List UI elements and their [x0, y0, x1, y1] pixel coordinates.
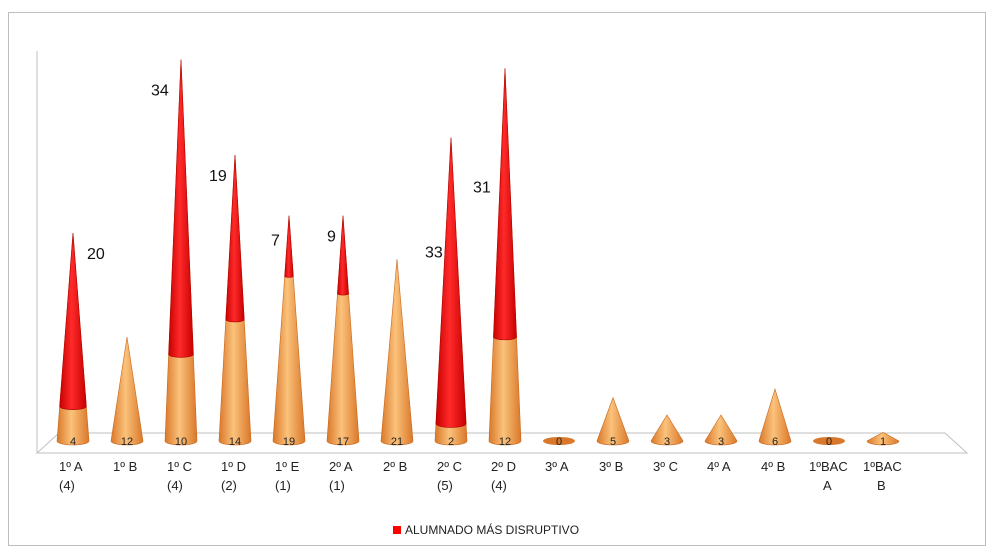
- category-label: 1ºBAC: [863, 459, 902, 474]
- cone-bar: [866, 431, 900, 446]
- data-label-top: 19: [209, 168, 227, 185]
- cone-segment-disruptive: [168, 59, 194, 358]
- data-label-base: 6: [772, 436, 778, 448]
- category-label: (2): [221, 478, 237, 493]
- data-label-base: 17: [337, 436, 349, 448]
- data-label-base: 12: [499, 436, 511, 448]
- data-label-top: 31: [473, 179, 491, 196]
- category-label: (5): [437, 478, 453, 493]
- cone-bar: [758, 387, 792, 446]
- cone-bar: [650, 414, 684, 446]
- cone-segment-disruptive: [284, 215, 294, 278]
- cone-bar: [380, 258, 414, 446]
- data-label-base: 4: [70, 436, 76, 448]
- category-label: 4º B: [761, 459, 785, 474]
- category-label: 3º B: [599, 459, 623, 474]
- category-label: 4º A: [707, 459, 731, 474]
- category-label: 3º A: [545, 459, 569, 474]
- cone-bar: [704, 414, 738, 446]
- data-label-base: 12: [121, 436, 133, 448]
- chart-frame: 4 20 12 10 34 14 19 19 7 17 9 21 2 33 12 31 0 5 3 3 6 0 1 1º A…: [8, 12, 986, 546]
- legend-swatch: [393, 526, 401, 534]
- y-axis-wall: [36, 51, 49, 454]
- category-labels: 1º A (4) 1º B 1º C (4) 1º D (2) 1º E (1) 2º A (1) 2…: [59, 459, 902, 493]
- cone-segment-disruptive: [435, 137, 467, 428]
- category-label: 3º C: [653, 459, 678, 474]
- data-label-base: 0: [826, 436, 832, 448]
- data-label-base: 5: [610, 436, 616, 448]
- cone-segment-disruptive: [493, 68, 517, 341]
- category-label: (4): [167, 478, 183, 493]
- bars-group: [56, 59, 900, 446]
- data-label-base: 14: [229, 436, 241, 448]
- category-label: 2º B: [383, 459, 407, 474]
- cone-bar: [326, 215, 360, 446]
- data-label-base: 2: [448, 436, 454, 448]
- category-label: 2º A: [329, 459, 353, 474]
- category-label: A: [823, 478, 832, 493]
- cone-bar: [110, 336, 144, 446]
- legend-label: ALUMNADO MÁS DISRUPTIVO: [405, 522, 579, 537]
- cone-bar: [272, 215, 306, 446]
- category-label: 1º D: [221, 459, 246, 474]
- category-label: 1º E: [275, 459, 300, 474]
- category-label: 1º C: [167, 459, 192, 474]
- category-label: 1º B: [113, 459, 137, 474]
- data-label-base: 21: [391, 436, 403, 448]
- category-label: 1ºBAC: [809, 459, 848, 474]
- data-label-base: 3: [664, 436, 670, 448]
- category-label: (1): [275, 478, 291, 493]
- cone-flat: [813, 437, 845, 445]
- cone-flat: [543, 437, 575, 445]
- cone-segment-disruptive: [337, 215, 349, 296]
- category-label: 1º A: [59, 459, 83, 474]
- category-label: (4): [59, 478, 75, 493]
- data-label-top: 7: [271, 233, 280, 250]
- data-label-top: 9: [327, 229, 336, 246]
- data-label-base: 10: [175, 436, 187, 448]
- category-label: 2º C: [437, 459, 462, 474]
- data-label-top: 33: [425, 245, 443, 262]
- category-label: B: [877, 478, 886, 493]
- legend: ALUMNADO MÁS DISRUPTIVO: [393, 522, 579, 537]
- data-label-top: 20: [87, 246, 105, 263]
- data-label-base: 0: [556, 436, 562, 448]
- data-label-base: 3: [718, 436, 724, 448]
- data-label-base: 1: [880, 436, 886, 448]
- data-label-top: 34: [151, 83, 169, 100]
- cone-segment-disruptive: [225, 154, 245, 323]
- category-label: (1): [329, 478, 345, 493]
- category-label: (4): [491, 478, 507, 493]
- category-label: 2º D: [491, 459, 516, 474]
- cone-bar: [596, 396, 630, 446]
- data-label-base: 19: [283, 436, 295, 448]
- cone-segment-disruptive: [59, 232, 87, 410]
